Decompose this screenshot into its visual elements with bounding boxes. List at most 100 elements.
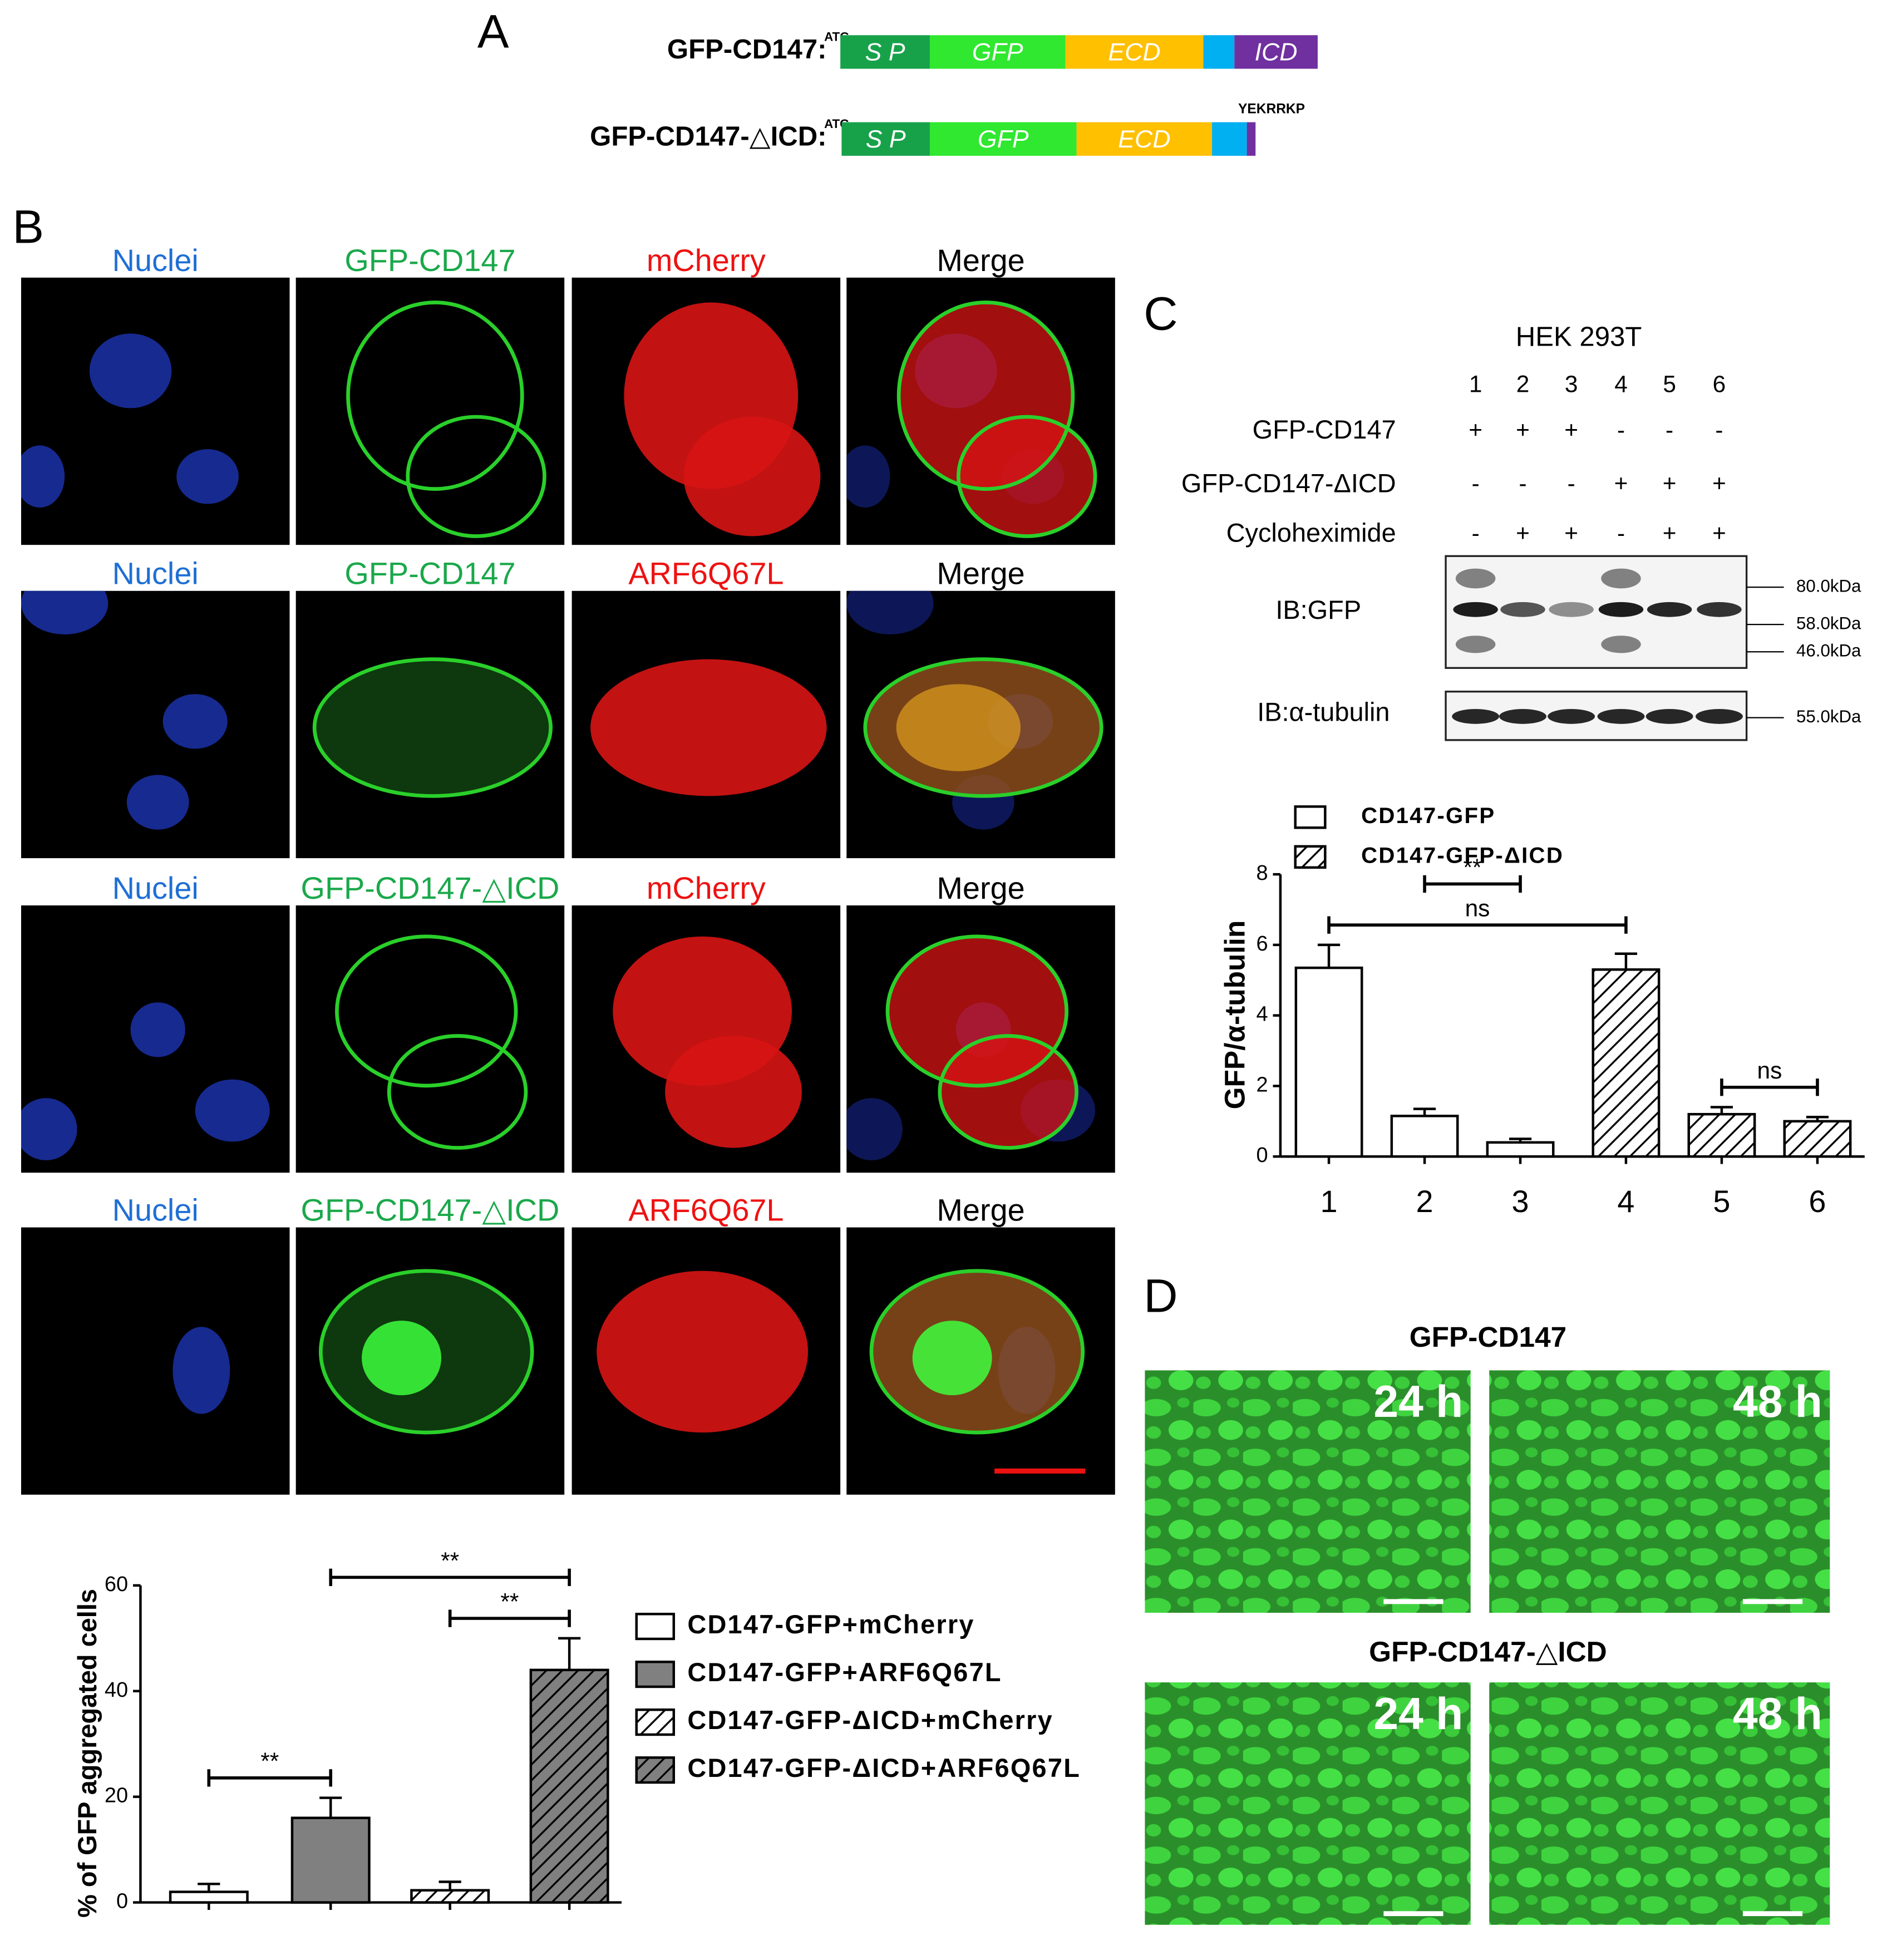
condition-title: GFP-CD147 <box>1410 1321 1567 1353</box>
micrograph-content <box>21 333 239 508</box>
band <box>1697 602 1742 617</box>
band <box>1499 709 1546 724</box>
nucleus <box>21 590 109 634</box>
micrograph-content <box>312 657 553 798</box>
micrograph-content <box>173 1327 230 1414</box>
marker-label: 46.0kDa <box>1796 641 1861 661</box>
condition-sign: - <box>1617 520 1625 546</box>
time-label: 48 h <box>1733 1689 1822 1739</box>
nucleus <box>173 1327 230 1414</box>
channel-label: GFP-CD147 <box>344 556 515 591</box>
condition-sign: - <box>1519 470 1526 496</box>
significance-label: ns <box>1465 895 1490 922</box>
cell-red <box>590 659 827 796</box>
nucleus <box>176 449 239 504</box>
domain-label: ECD <box>1118 126 1170 153</box>
cell-green <box>406 415 546 538</box>
micrograph-content <box>21 1002 270 1160</box>
overlap <box>896 684 1021 771</box>
y-axis-label: GFP/α-tubulin <box>1218 920 1250 1110</box>
channel-label: Nuclei <box>112 870 199 905</box>
condition-sign: + <box>1469 417 1482 443</box>
y-tick-label: 0 <box>1256 1144 1268 1167</box>
cell-red <box>683 417 821 536</box>
channel-label: Merge <box>937 1192 1024 1227</box>
condition-sign: + <box>1516 417 1530 443</box>
bar <box>1687 1112 1756 1158</box>
cell-green <box>335 934 518 1088</box>
x-tick-label: 4 <box>1617 1184 1634 1219</box>
micrograph-content <box>846 934 1096 1160</box>
band <box>1647 602 1692 617</box>
micrograph-content <box>335 934 528 1150</box>
cell-green <box>938 1034 1078 1150</box>
marker-label: 80.0kDa <box>1796 576 1861 595</box>
micrograph <box>295 277 565 545</box>
condition-sign: + <box>1564 417 1578 443</box>
bar <box>169 1890 249 1904</box>
significance-label: ** <box>260 1748 279 1774</box>
micrograph-content <box>346 301 546 538</box>
panel-label: C <box>1144 287 1177 340</box>
legend-label: CD147-GFP-ΔICD+mCherry <box>687 1706 1053 1735</box>
legend-label: CD147-GFP <box>1361 803 1495 828</box>
micrograph-content <box>590 659 827 796</box>
cell-green <box>885 934 1069 1088</box>
domain-label: GFP <box>978 126 1029 153</box>
channel-label: GFP-CD147-△ICD <box>301 870 560 905</box>
fluorescence-image <box>1145 1370 1471 1613</box>
micrograph-content <box>597 1270 809 1433</box>
legend-label: CD147-GFP+ARF6Q67L <box>687 1658 1002 1687</box>
band <box>1696 709 1743 724</box>
channel-label: Merge <box>937 556 1024 591</box>
legend-swatch <box>635 1708 676 1736</box>
cell-line: HEK 293T <box>1516 322 1642 352</box>
cell-green <box>346 301 524 491</box>
significance-label: ns <box>1757 1057 1782 1084</box>
condition-sign: + <box>1564 520 1578 546</box>
legend-label: CD147-GFP+mCherry <box>687 1610 974 1639</box>
band <box>1453 602 1498 617</box>
micrograph-content <box>846 590 1103 830</box>
band <box>1597 709 1645 724</box>
condition-sign: - <box>1568 470 1575 496</box>
domain-segment <box>1076 122 1213 156</box>
legend-swatch <box>635 1613 676 1641</box>
micrograph-content <box>613 936 802 1148</box>
time-label: 24 h <box>1373 1689 1463 1739</box>
bar <box>1592 968 1661 1158</box>
cell-green <box>896 301 1075 491</box>
domain-label: ICD <box>1255 39 1298 66</box>
y-tick-label: 0 <box>116 1890 128 1913</box>
lane-number: 2 <box>1516 371 1530 397</box>
lane-number: 1 <box>1469 371 1482 397</box>
bar <box>1783 1120 1852 1158</box>
panel-label: B <box>12 200 44 253</box>
lane-number: 5 <box>1663 371 1676 397</box>
condition-sign: + <box>1663 520 1677 546</box>
x-tick-label: 6 <box>1809 1184 1826 1219</box>
domain-segment <box>1065 35 1204 69</box>
aggregate <box>912 1321 992 1396</box>
cell-green <box>312 657 553 798</box>
micrograph-content <box>624 302 821 536</box>
domain-segment <box>1234 35 1318 69</box>
band <box>1549 602 1594 617</box>
domain-segment <box>929 35 1066 69</box>
bar <box>410 1889 490 1904</box>
legend-label: CD147-GFP-ΔICD+ARF6Q67L <box>687 1754 1081 1782</box>
band <box>1455 568 1496 589</box>
x-tick-label: 2 <box>1416 1184 1433 1219</box>
legend-swatch <box>1294 845 1327 869</box>
micrograph-content <box>318 1269 534 1435</box>
legend-label: CD147-GFP-ΔICD <box>1361 843 1564 868</box>
nucleus <box>126 775 189 830</box>
condition-sign: - <box>1472 470 1480 496</box>
construct-name: GFP-CD147-△ICD: <box>590 122 826 152</box>
nucleus <box>21 445 65 508</box>
channel-label: mCherry <box>647 243 766 278</box>
bar <box>1294 966 1363 1158</box>
channel-label: Nuclei <box>112 243 199 278</box>
domain-label: S P <box>866 126 906 153</box>
